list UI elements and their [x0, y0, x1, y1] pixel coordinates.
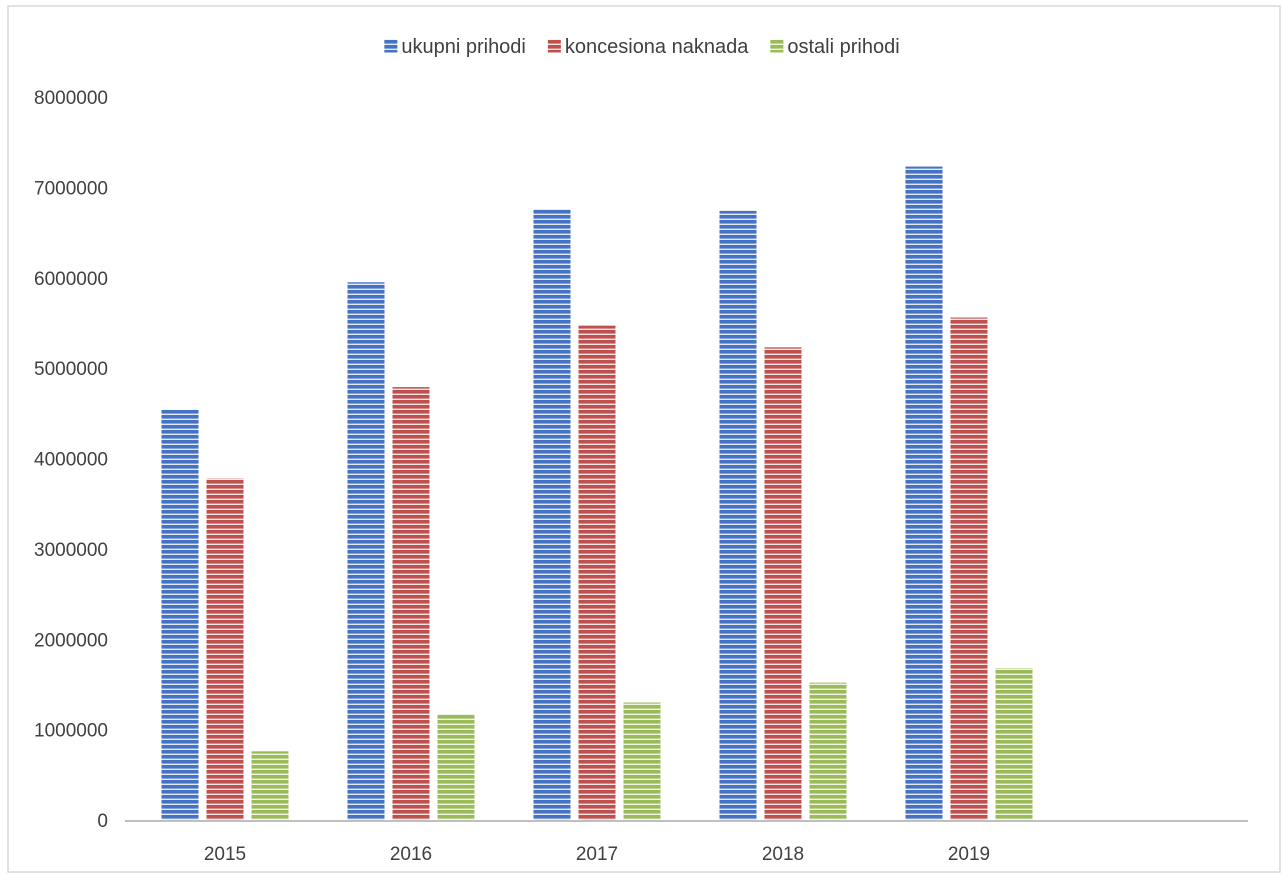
bar-2015-series-2 — [251, 751, 289, 820]
bar-2017-series-1 — [578, 325, 616, 820]
y-tick-label: 1000000 — [34, 721, 108, 742]
bar-2019-series-2 — [995, 668, 1033, 820]
legend-label-1: koncesiona naknada — [565, 36, 749, 58]
bar-2019-series-0 — [905, 166, 943, 820]
y-tick-label: 2000000 — [34, 630, 108, 651]
bar-2015-series-1 — [206, 478, 244, 820]
y-tick-label: 0 — [97, 811, 108, 832]
bar-2017-series-2 — [623, 702, 661, 820]
legend-swatch-2 — [770, 39, 784, 53]
x-tick-label: 2019 — [948, 844, 990, 865]
x-tick-label: 2017 — [576, 844, 618, 865]
bar-2016-series-1 — [392, 387, 430, 820]
bars — [161, 166, 1033, 820]
bar-2016-series-2 — [437, 714, 475, 820]
legend-label-2: ostali prihodi — [787, 36, 899, 58]
legend-label-0: ukupni prihodi — [401, 36, 526, 58]
x-tick-label: 2018 — [762, 844, 804, 865]
x-axis: 2015 2016 2017 2018 2019 — [125, 820, 1248, 865]
bar-2018-series-2 — [809, 682, 847, 820]
bar-2016-series-0 — [347, 282, 385, 820]
y-tick-label: 7000000 — [34, 178, 108, 199]
bar-2015-series-0 — [161, 409, 199, 820]
x-tick-label: 2015 — [204, 844, 246, 865]
y-tick-label: 4000000 — [34, 450, 108, 471]
bar-2017-series-0 — [533, 209, 571, 820]
y-tick-label: 8000000 — [34, 88, 108, 109]
bar-2018-series-1 — [764, 347, 802, 820]
bar-2019-series-1 — [950, 317, 988, 820]
y-tick-label: 5000000 — [34, 359, 108, 380]
legend-swatch-0 — [384, 39, 398, 53]
legend-swatch-1 — [547, 39, 561, 53]
x-tick-label: 2016 — [390, 844, 432, 865]
y-tick-label: 6000000 — [34, 269, 108, 290]
legend: ukupni prihodi koncesiona naknada ostali p… — [384, 36, 900, 58]
bar-2018-series-0 — [719, 210, 757, 820]
y-axis: 0 1000000 2000000 3000000 4000000 5000000 6000… — [34, 88, 108, 832]
y-tick-label: 3000000 — [34, 540, 108, 561]
